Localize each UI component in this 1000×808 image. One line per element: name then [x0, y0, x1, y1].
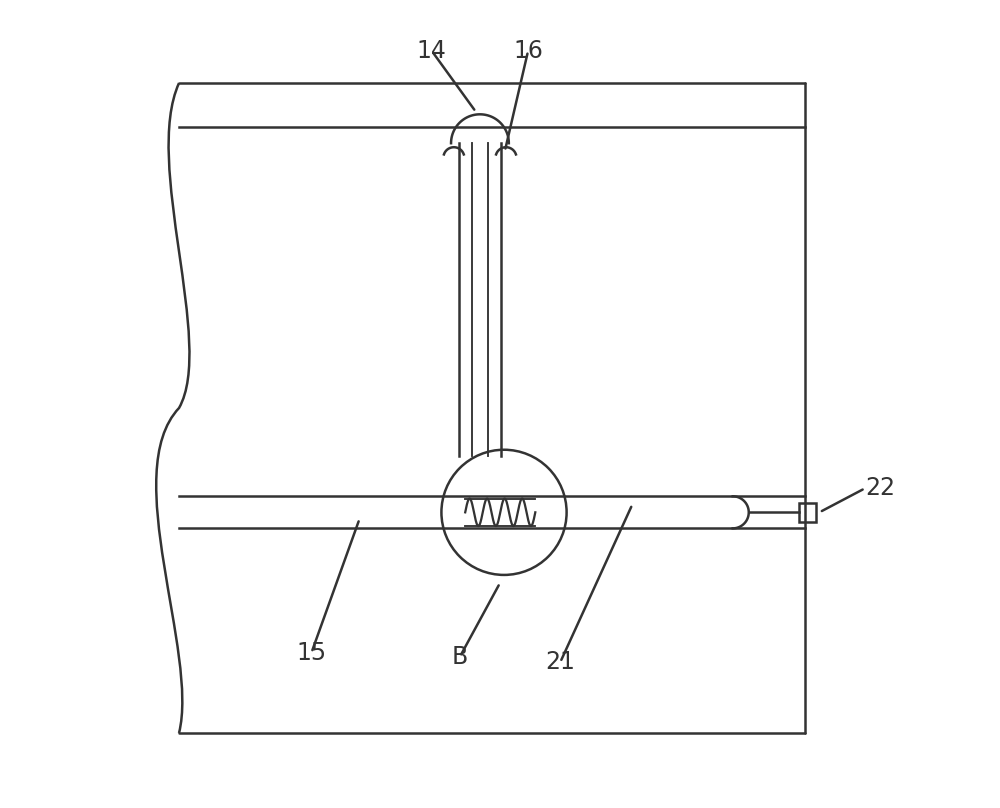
Text: 21: 21 [545, 650, 575, 675]
Text: 22: 22 [865, 476, 895, 500]
Text: 14: 14 [417, 39, 447, 63]
Bar [799, 503, 816, 522]
Text: 16: 16 [513, 39, 543, 63]
Text: 15: 15 [296, 641, 326, 665]
Text: B: B [452, 645, 468, 669]
